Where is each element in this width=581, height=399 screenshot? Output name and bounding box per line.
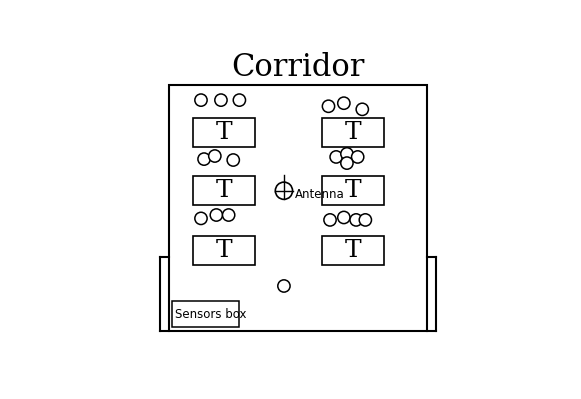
Circle shape (338, 211, 350, 223)
Circle shape (233, 94, 246, 106)
Text: Corridor: Corridor (231, 52, 364, 83)
Circle shape (352, 151, 364, 163)
Circle shape (359, 214, 371, 226)
Text: Antenna: Antenna (295, 188, 345, 201)
Circle shape (227, 154, 239, 166)
Bar (193, 236, 254, 265)
Circle shape (215, 94, 227, 106)
Text: T: T (345, 179, 361, 202)
Text: T: T (216, 179, 232, 202)
Bar (322, 176, 384, 205)
Text: T: T (216, 239, 232, 262)
Bar (172, 301, 239, 328)
Bar (193, 118, 254, 147)
Text: T: T (345, 121, 361, 144)
Circle shape (278, 280, 290, 292)
Circle shape (338, 97, 350, 109)
Circle shape (341, 148, 353, 160)
Bar (322, 118, 384, 147)
Circle shape (210, 209, 223, 221)
Text: Sensors box: Sensors box (175, 308, 247, 321)
Circle shape (322, 100, 335, 113)
Bar (322, 236, 384, 265)
Circle shape (195, 212, 207, 225)
Circle shape (223, 209, 235, 221)
Circle shape (356, 103, 368, 115)
Circle shape (341, 157, 353, 169)
Circle shape (324, 214, 336, 226)
Circle shape (330, 151, 342, 163)
Text: T: T (345, 239, 361, 262)
Bar (193, 176, 254, 205)
Circle shape (275, 182, 293, 200)
Text: T: T (216, 121, 232, 144)
Circle shape (198, 153, 210, 165)
Bar (168, 85, 427, 330)
Circle shape (350, 214, 363, 226)
Circle shape (195, 94, 207, 106)
Circle shape (209, 150, 221, 162)
